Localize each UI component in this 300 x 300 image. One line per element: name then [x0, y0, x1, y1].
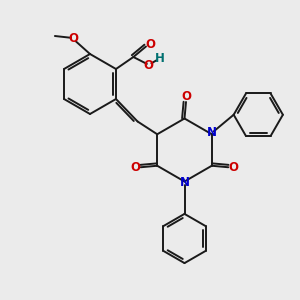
Text: O: O: [181, 90, 191, 103]
Text: O: O: [68, 32, 79, 46]
Text: N: N: [179, 176, 190, 190]
Text: H: H: [155, 52, 165, 65]
Text: O: O: [146, 38, 155, 52]
Text: N: N: [207, 126, 217, 139]
Text: O: O: [228, 161, 239, 174]
Text: O: O: [130, 161, 141, 174]
Text: O: O: [143, 59, 153, 72]
